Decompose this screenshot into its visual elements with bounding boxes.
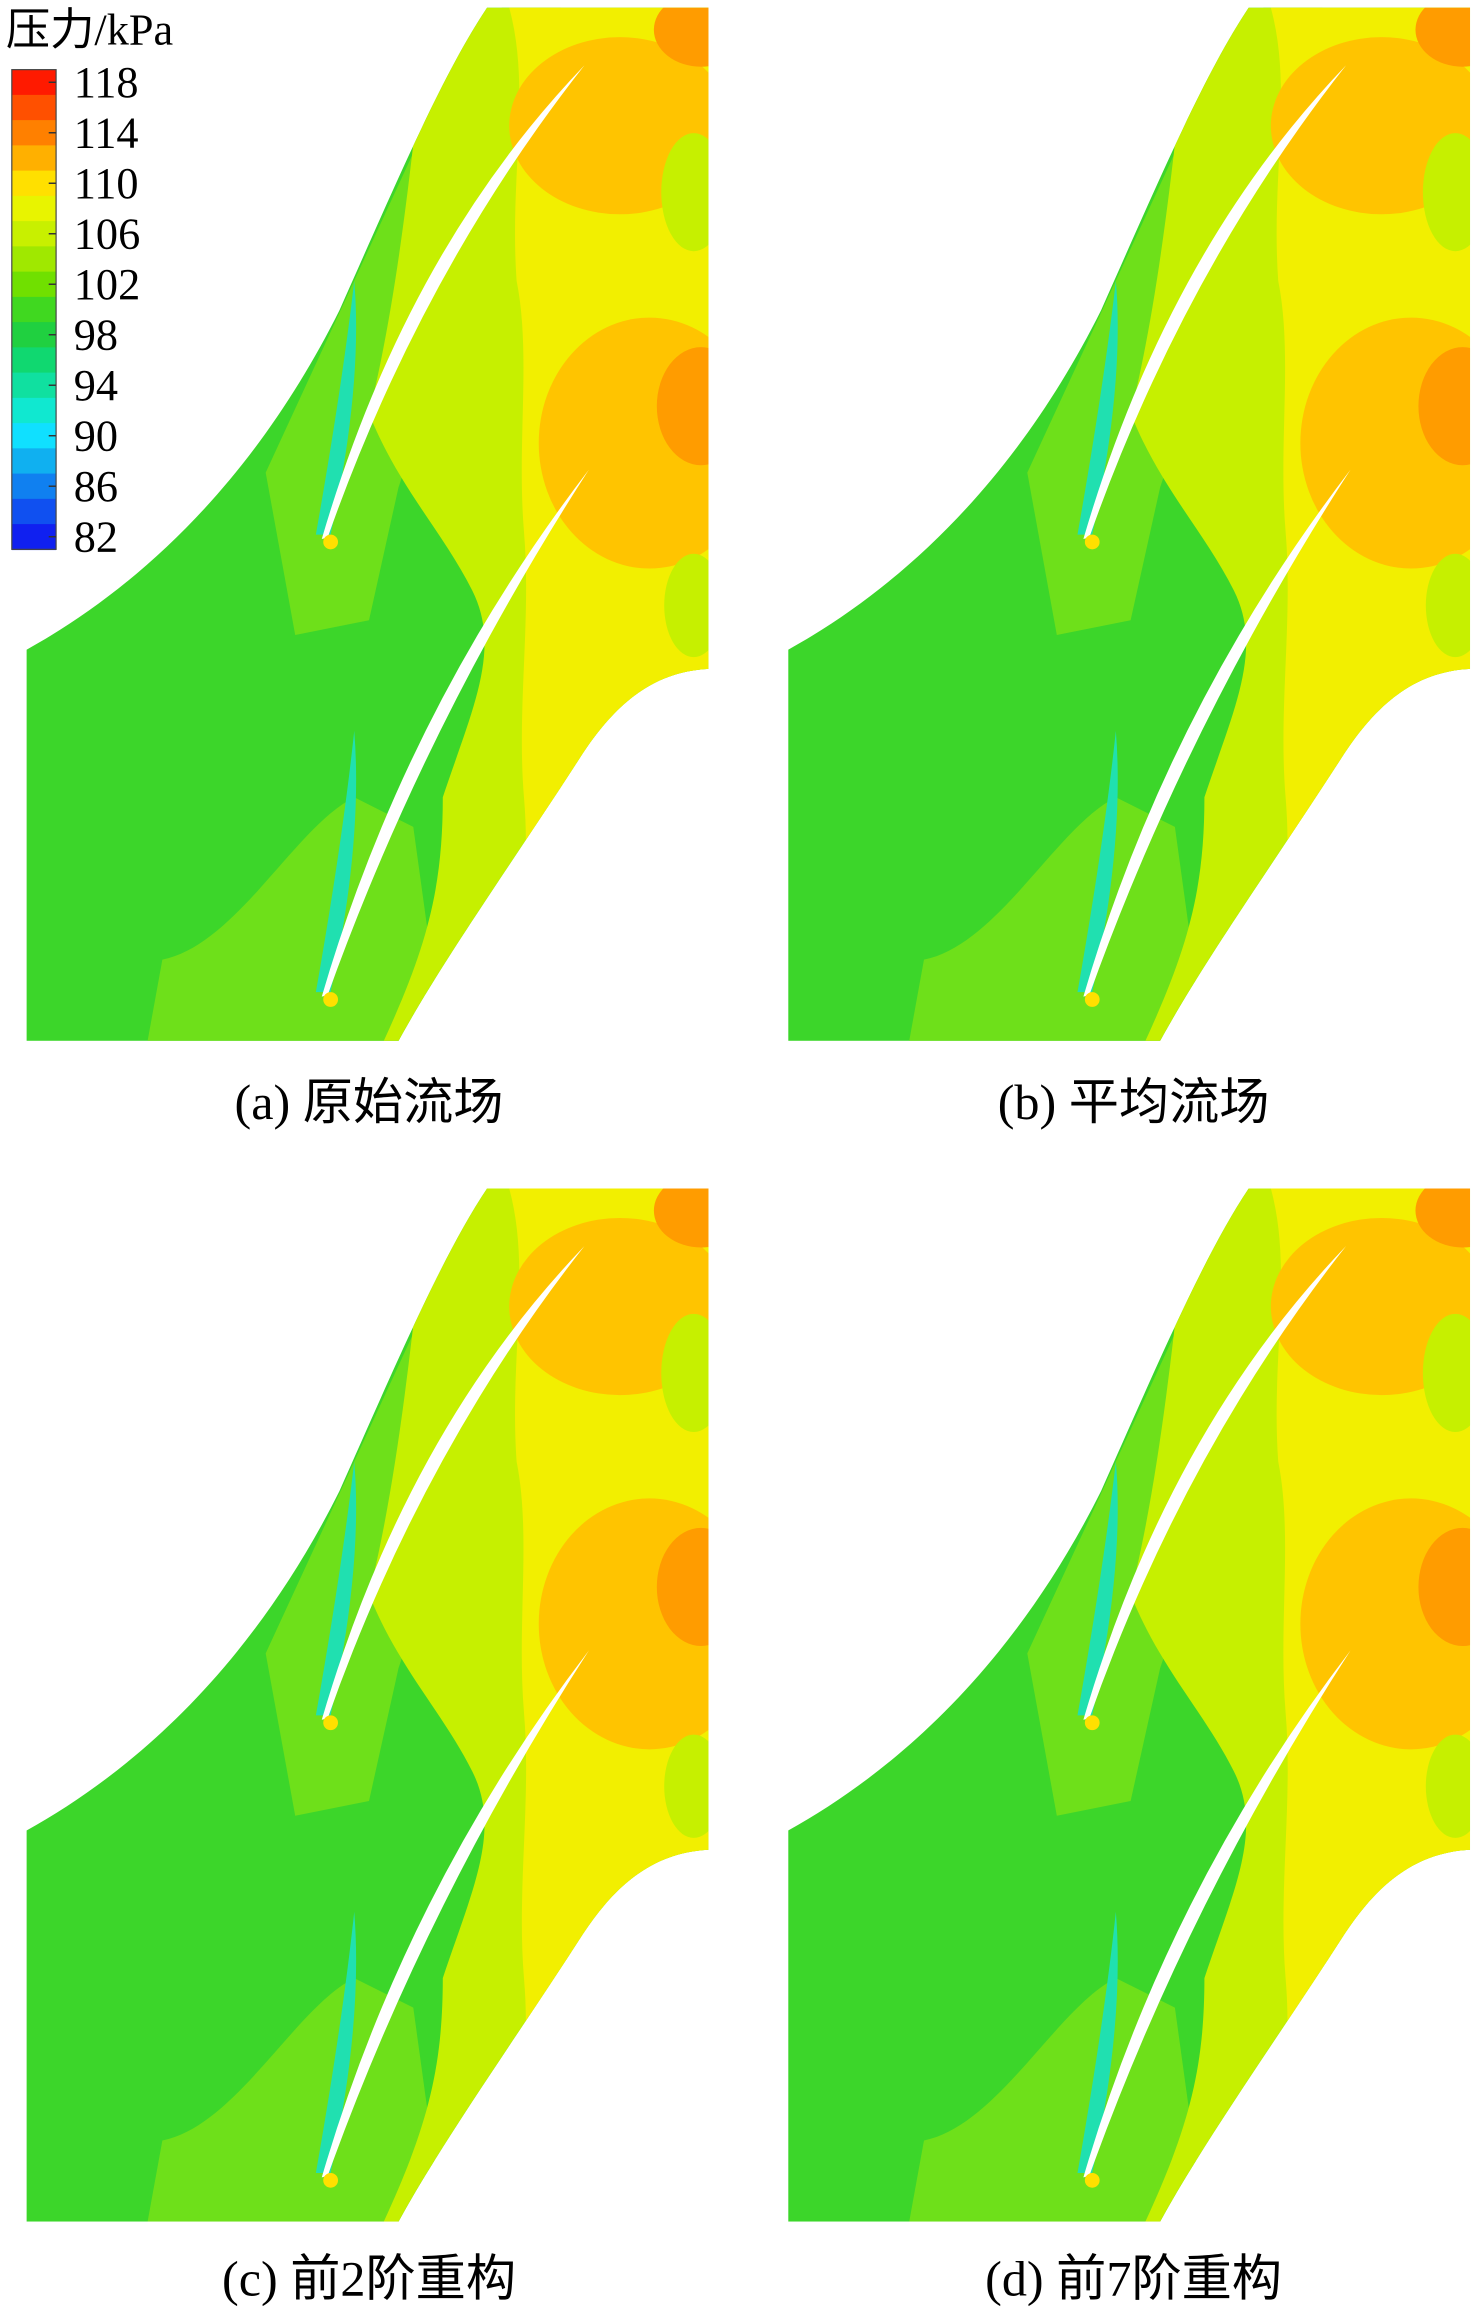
colorbar-tick-label: 114 [74, 109, 139, 158]
colorbar-band [11, 397, 57, 424]
colorbar-band [11, 145, 57, 172]
contour-field [0, 1174, 760, 2229]
panel-caption: (a) 原始流场 [235, 1074, 504, 1130]
colorbar-title: 压力/kPa [6, 6, 174, 55]
colorbar-tick-label: 102 [74, 260, 140, 309]
contour-field [762, 0, 1476, 1048]
colorbar-band [11, 347, 57, 374]
panel-caption: (c) 前2阶重构 [222, 2250, 516, 2306]
colorbar-band [11, 246, 57, 273]
contour-field [762, 1174, 1476, 2229]
panel-caption: (d) 前7阶重构 [985, 2250, 1282, 2306]
colorbar-band [11, 296, 57, 323]
colorbar-tick-label: 98 [74, 310, 118, 359]
colorbar-band [11, 94, 57, 121]
panel-caption: (b) 平均流场 [998, 1074, 1270, 1130]
colorbar-tick-label: 86 [74, 462, 118, 511]
colorbar-tick-label: 90 [74, 411, 118, 460]
colorbar-frame [11, 69, 57, 550]
colorbar-band [11, 498, 57, 525]
colorbar-tick-label: 118 [74, 58, 139, 107]
colorbar-tick-label: 110 [74, 159, 139, 208]
colorbar-band [11, 448, 57, 475]
colorbar-tick-label: 82 [74, 512, 118, 561]
colorbar-tick-label: 94 [74, 361, 118, 410]
colorbar-band [11, 195, 57, 222]
colorbar-tick-label: 106 [74, 210, 140, 259]
